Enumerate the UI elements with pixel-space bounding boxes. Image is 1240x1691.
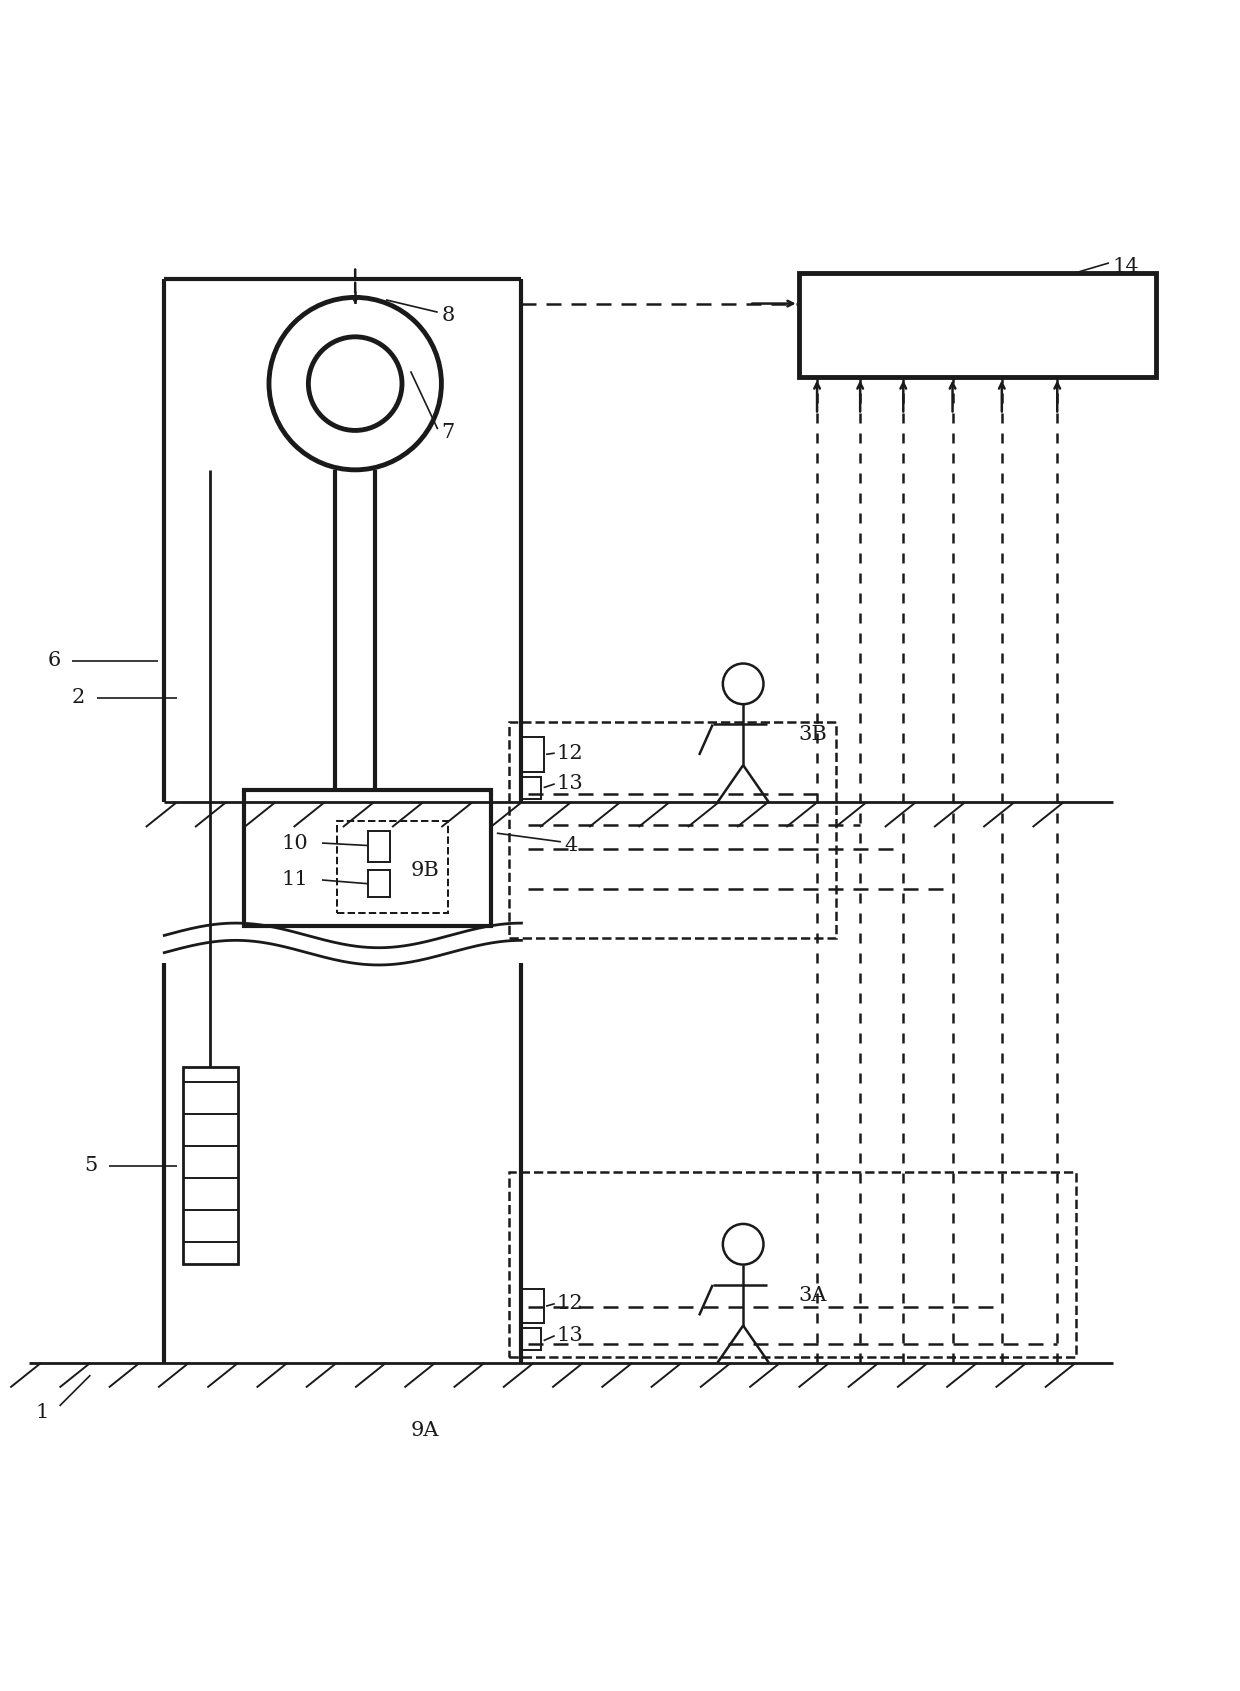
Text: 5: 5 — [84, 1157, 98, 1175]
Bar — [799, 272, 1156, 377]
Bar — [522, 776, 541, 798]
Text: 7: 7 — [441, 423, 455, 443]
Text: 8: 8 — [441, 306, 455, 325]
Bar — [510, 1172, 1076, 1356]
Text: 12: 12 — [556, 744, 583, 763]
Text: 13: 13 — [556, 1326, 583, 1346]
Text: 12: 12 — [556, 1294, 583, 1314]
Text: 9B: 9B — [410, 861, 439, 879]
Bar — [244, 790, 491, 925]
Text: 11: 11 — [281, 871, 308, 889]
Bar — [522, 1329, 541, 1351]
Bar — [182, 1067, 238, 1265]
Text: 14: 14 — [1112, 257, 1140, 276]
Text: 3B: 3B — [799, 725, 827, 744]
Bar — [510, 722, 836, 939]
Bar — [367, 871, 389, 898]
Bar — [522, 1289, 543, 1324]
Bar — [522, 737, 543, 771]
Bar — [337, 820, 448, 913]
Text: 9A: 9A — [410, 1420, 439, 1441]
Text: 1: 1 — [35, 1402, 48, 1422]
Text: 3A: 3A — [799, 1285, 827, 1304]
Text: 13: 13 — [556, 774, 583, 793]
Bar — [367, 830, 389, 861]
Text: 6: 6 — [47, 651, 61, 670]
Text: 10: 10 — [281, 834, 308, 852]
Text: 2: 2 — [72, 688, 86, 707]
Text: 4: 4 — [564, 835, 578, 856]
